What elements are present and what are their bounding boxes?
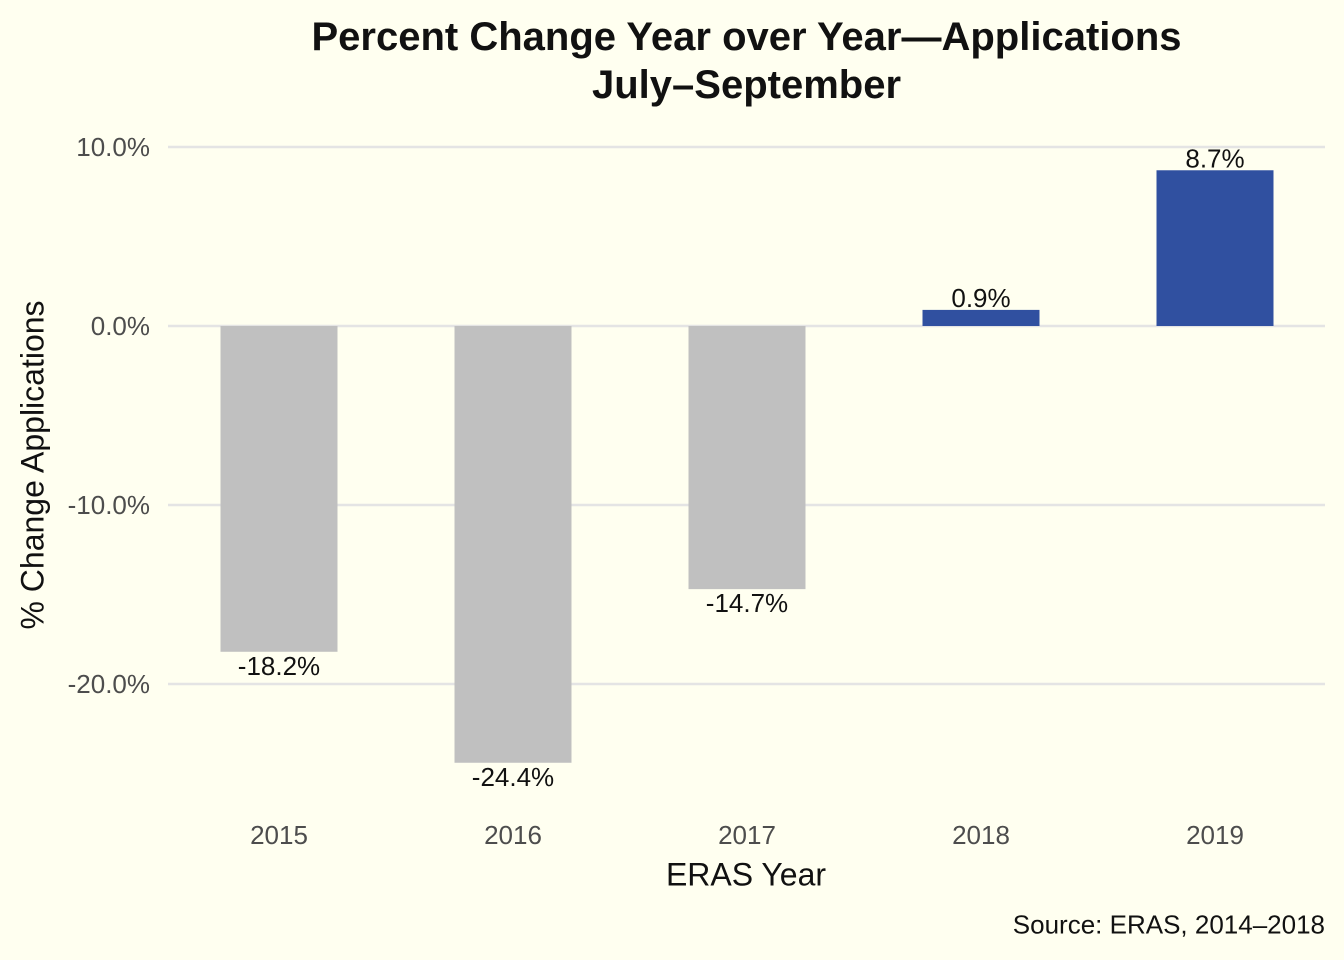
bar [220, 326, 338, 652]
y-tick-label: -10.0% [68, 490, 150, 520]
x-tick-label: 2018 [952, 820, 1010, 850]
bar-value-label: 8.7% [1185, 143, 1244, 173]
bar [454, 326, 572, 763]
y-tick-label: 10.0% [76, 132, 150, 162]
chart-title-line-1: Percent Change Year over Year—Applicatio… [311, 15, 1182, 59]
bar [688, 326, 806, 590]
bars [220, 170, 1274, 763]
y-tick-label: -20.0% [68, 669, 150, 699]
x-tick-label: 2016 [484, 820, 542, 850]
x-axis-label: ERAS Year [665, 856, 827, 893]
x-tick-label: 2019 [1186, 820, 1244, 850]
y-tick-label: 0.0% [91, 311, 150, 341]
source-note: Source: ERAS, 2014–2018 [1012, 909, 1325, 940]
chart-title-line-2: July–September [591, 63, 902, 107]
x-tick-label: 2015 [250, 820, 308, 850]
bar-value-label: -24.4% [472, 762, 554, 792]
bar-value-label: -18.2% [238, 651, 320, 681]
bar-value-label: 0.9% [951, 283, 1010, 313]
x-tick-label: 2017 [718, 820, 776, 850]
y-axis-label: % Change Applications [14, 300, 51, 630]
bar-value-label: -14.7% [706, 588, 788, 618]
data-labels: -18.2% -24.4% -14.7% 0.9% 8.7% [238, 143, 1245, 791]
bar [1156, 170, 1274, 326]
y-axis-ticks: 10.0% 0.0% -10.0% -20.0% [68, 132, 150, 699]
bar [922, 309, 1040, 326]
x-axis-ticks: 2015 2016 2017 2018 2019 [250, 820, 1244, 850]
